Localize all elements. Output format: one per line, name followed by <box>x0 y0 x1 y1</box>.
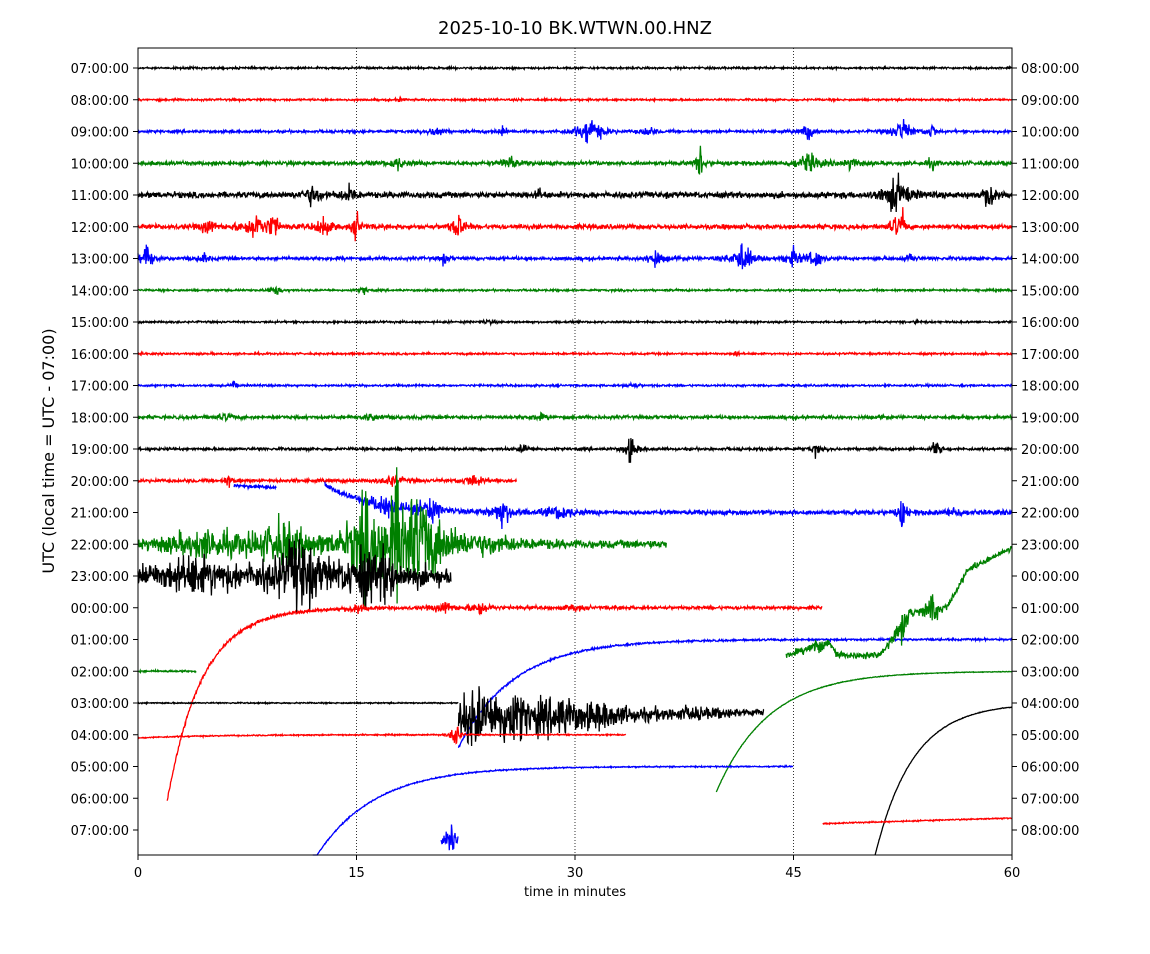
trace-blue-row-14 <box>233 482 277 491</box>
y-tick-label-right: 10:00:00 <box>1021 126 1079 141</box>
trace-black-row-20 <box>457 686 765 747</box>
trace-blue-row-22 <box>312 764 794 856</box>
trace-blue-row-10 <box>137 380 1013 390</box>
trace-red-row-1 <box>137 95 1013 104</box>
y-axis-left: 07:00:00 08:00:00 09:00:00 10:00:00 11:00:00… <box>71 62 138 839</box>
trace-red-row-5 <box>137 207 1013 242</box>
x-tick-label: 0 <box>134 866 142 881</box>
trace-blue-row-14 <box>324 481 1013 530</box>
trace-green-row-15 <box>137 467 667 607</box>
trace-red-row-21 <box>137 726 627 745</box>
trace-green-row-19 <box>715 670 1012 793</box>
trace-black-row-12 <box>137 438 1013 463</box>
y-tick-label-right: 05:00:00 <box>1021 729 1079 744</box>
y-tick-label-left: 14:00:00 <box>71 284 129 299</box>
y-tick-label-left: 17:00:00 <box>71 380 129 395</box>
y-tick-label-left: 04:00:00 <box>71 729 129 744</box>
trace-red-row-13 <box>137 474 518 488</box>
y-tick-label-right: 03:00:00 <box>1021 665 1079 680</box>
trace-green-row-18 <box>785 546 1012 660</box>
trace-green-row-3 <box>137 145 1013 175</box>
y-tick-label-left: 20:00:00 <box>71 475 129 490</box>
y-tick-label-right: 00:00:00 <box>1021 570 1079 585</box>
x-tick-label: 60 <box>1004 866 1021 881</box>
trace-black-row-20 <box>137 700 459 706</box>
y-tick-label-right: 06:00:00 <box>1021 761 1079 776</box>
y-tick-label-right: 15:00:00 <box>1021 284 1079 299</box>
y-tick-label-right: 01:00:00 <box>1021 602 1079 617</box>
y-tick-label-right: 08:00:00 <box>1021 62 1079 77</box>
y-tick-label-right: 13:00:00 <box>1021 221 1079 236</box>
y-tick-label-left: 23:00:00 <box>71 570 129 585</box>
y-tick-label-left: 13:00:00 <box>71 253 129 268</box>
trace-blue-row-6 <box>137 243 1013 270</box>
x-axis-label: time in minutes <box>524 885 626 900</box>
y-tick-label-right: 16:00:00 <box>1021 316 1079 331</box>
trace-green-row-11 <box>137 411 1013 423</box>
y-tick-label-right: 04:00:00 <box>1021 697 1079 712</box>
y-tick-label-right: 17:00:00 <box>1021 348 1079 363</box>
y-tick-label-left: 03:00:00 <box>71 697 129 712</box>
x-tick-label: 45 <box>785 866 802 881</box>
trace-black-row-8 <box>137 318 1012 327</box>
trace-green-row-19 <box>137 667 197 675</box>
plot-frame <box>137 47 1013 856</box>
y-tick-label-right: 20:00:00 <box>1021 443 1079 458</box>
chart-title: 2025-10-10 BK.WTWN.00.HNZ <box>438 18 712 39</box>
x-axis: 0 15 30 45 60 <box>134 855 1020 881</box>
y-tick-label-right: 12:00:00 <box>1021 189 1079 204</box>
x-tick-label: 30 <box>567 866 584 881</box>
y-tick-label-right: 02:00:00 <box>1021 634 1079 649</box>
y-tick-label-left: 08:00:00 <box>71 94 129 109</box>
y-tick-label-left: 07:00:00 <box>71 824 129 839</box>
y-tick-label-right: 14:00:00 <box>1021 253 1079 268</box>
trace-red-row-9 <box>137 349 1013 358</box>
y-tick-label-left: 06:00:00 <box>71 792 129 807</box>
y-tick-label-right: 23:00:00 <box>1021 538 1079 553</box>
trace-blue-row-18 <box>457 636 1013 748</box>
trace-red-row-21 <box>822 816 1013 826</box>
y-tick-label-right: 22:00:00 <box>1021 507 1079 522</box>
y-tick-label-left: 02:00:00 <box>71 665 129 680</box>
traces <box>137 64 1013 856</box>
y-tick-label-left: 18:00:00 <box>71 411 129 426</box>
y-tick-label-left: 16:00:00 <box>71 348 129 363</box>
y-tick-label-left: 11:00:00 <box>71 189 129 204</box>
trace-black-row-0 <box>137 64 1012 72</box>
y-tick-label-right: 21:00:00 <box>1021 475 1079 490</box>
y-tick-label-right: 18:00:00 <box>1021 380 1079 395</box>
y-axis-right: 08:00:00 09:00:00 10:00:00 11:00:00 12:00:00… <box>1012 62 1079 839</box>
y-tick-label-right: 19:00:00 <box>1021 411 1079 426</box>
trace-black-row-20 <box>874 706 1013 856</box>
y-tick-label-right: 11:00:00 <box>1021 157 1079 172</box>
x-tick-label: 15 <box>348 866 365 881</box>
trace-blue-row-2 <box>137 118 1012 144</box>
y-tick-label-right: 07:00:00 <box>1021 792 1079 807</box>
trace-black-row-16 <box>137 538 452 613</box>
trace-blue-row-24 <box>440 824 459 851</box>
y-tick-label-left: 21:00:00 <box>71 507 129 522</box>
y-axis-label: UTC (local time = UTC - 07:00) <box>39 328 58 573</box>
y-tick-label-left: 10:00:00 <box>71 157 129 172</box>
y-tick-label-left: 09:00:00 <box>71 126 129 141</box>
trace-red-row-17 <box>166 601 823 801</box>
trace-green-row-7 <box>137 285 1013 295</box>
y-tick-label-right: 08:00:00 <box>1021 824 1079 839</box>
y-tick-label-left: 00:00:00 <box>71 602 129 617</box>
y-tick-label-left: 15:00:00 <box>71 316 129 331</box>
y-tick-label-left: 12:00:00 <box>71 221 129 236</box>
y-tick-label-left: 01:00:00 <box>71 634 129 649</box>
trace-black-row-4 <box>137 172 1013 213</box>
y-tick-label-right: 09:00:00 <box>1021 94 1079 109</box>
y-tick-label-left: 22:00:00 <box>71 538 129 553</box>
y-tick-label-left: 07:00:00 <box>71 62 129 77</box>
y-tick-label-left: 19:00:00 <box>71 443 129 458</box>
y-tick-label-left: 05:00:00 <box>71 761 129 776</box>
grid-lines <box>356 48 794 855</box>
